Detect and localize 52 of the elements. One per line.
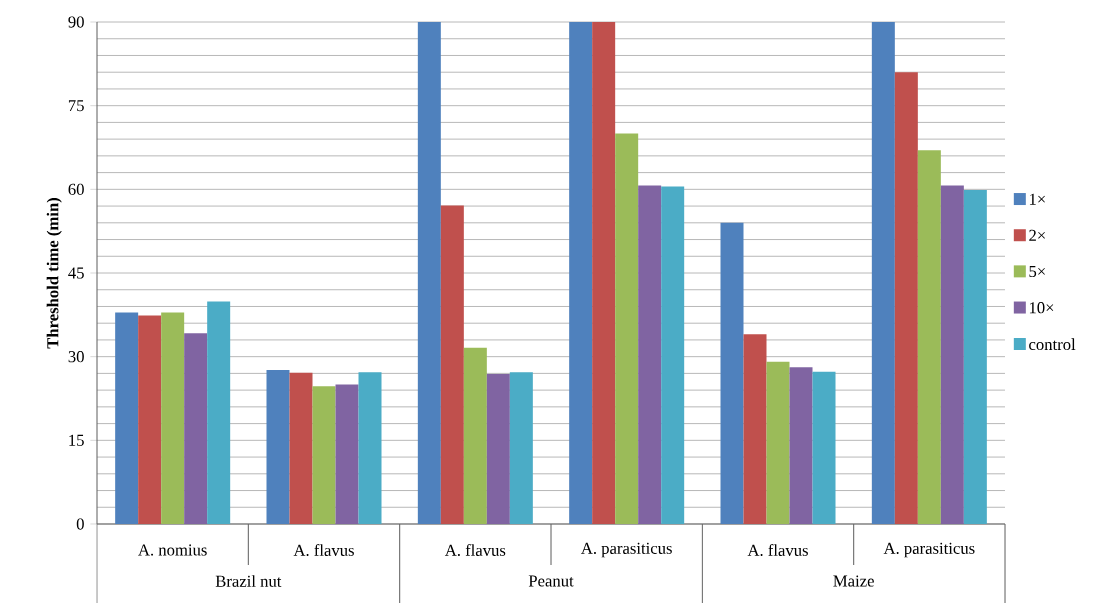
bar xyxy=(358,372,382,524)
y-axis-title: Threshold time (min) xyxy=(46,197,62,349)
bar xyxy=(463,347,487,524)
bar xyxy=(266,370,290,524)
bar xyxy=(569,22,593,524)
legend-label: 1× xyxy=(1029,193,1045,205)
bar xyxy=(894,72,918,524)
x-tick-label: A. flavus xyxy=(293,544,354,556)
bar xyxy=(161,312,185,524)
y-tick-label: 0 xyxy=(76,518,84,530)
y-tick-label: 75 xyxy=(68,100,84,112)
legend-label: 2× xyxy=(1029,229,1045,241)
bar xyxy=(963,189,987,524)
bar xyxy=(766,361,790,524)
bar xyxy=(917,150,941,524)
bar xyxy=(312,386,336,524)
bar xyxy=(335,384,359,524)
bar xyxy=(720,222,744,524)
bar xyxy=(486,373,510,524)
x-tick-label: A. flavus xyxy=(747,544,808,556)
bar xyxy=(615,133,639,524)
bar xyxy=(871,22,895,524)
bar xyxy=(138,315,162,524)
bar xyxy=(184,333,208,524)
text: Maize xyxy=(833,575,874,587)
bar xyxy=(417,22,441,524)
bar xyxy=(207,301,231,524)
bar xyxy=(115,312,139,524)
y-tick-label: 30 xyxy=(68,351,84,363)
y-tick-label: 90 xyxy=(68,16,84,28)
legend-label: 5× xyxy=(1029,265,1045,278)
text: Peanut xyxy=(528,575,574,587)
x-tick-label: A. parasiticus xyxy=(581,542,672,558)
bar xyxy=(592,22,616,524)
bar xyxy=(743,334,767,524)
x-tick-label: A. nomius xyxy=(138,544,207,556)
x-tick-label: A. parasiticus xyxy=(883,542,975,558)
y-tick-label: 15 xyxy=(69,434,84,446)
bar xyxy=(638,185,662,524)
y-tick-label: 45 xyxy=(68,267,84,279)
bar xyxy=(940,185,964,524)
bar xyxy=(661,186,685,524)
x-tick-label: A. flavus xyxy=(444,544,506,556)
bar xyxy=(440,205,464,524)
bar xyxy=(812,371,836,524)
bar xyxy=(289,372,313,524)
legend-label: 10× xyxy=(1029,302,1054,314)
text: Brazil nut xyxy=(215,575,282,587)
legend-label: control xyxy=(1029,338,1076,351)
bar xyxy=(789,367,813,524)
y-tick-label: 60 xyxy=(68,183,84,195)
bar xyxy=(509,372,533,524)
